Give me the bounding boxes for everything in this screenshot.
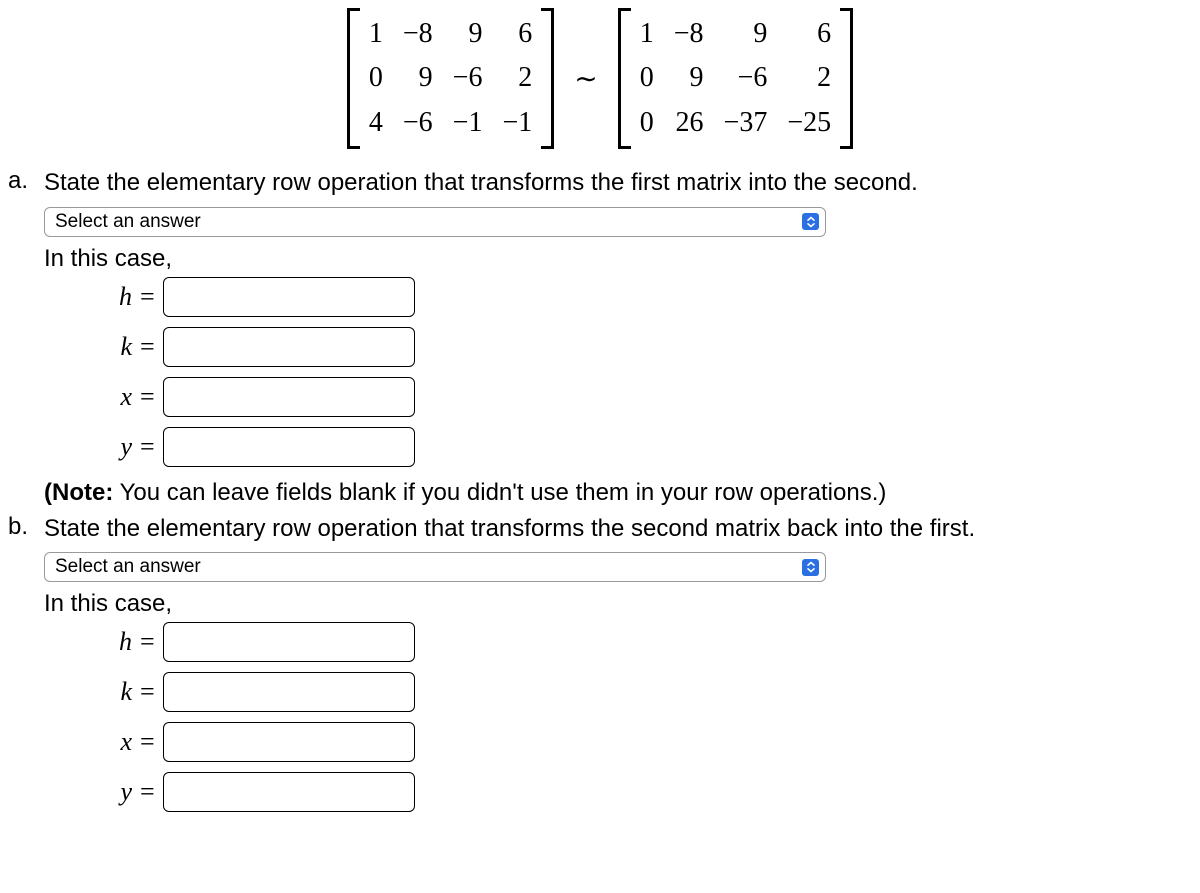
input-y-b[interactable]: [163, 772, 415, 812]
input-h-a[interactable]: [163, 277, 415, 317]
select-answer-b[interactable]: Select an answer: [44, 552, 826, 582]
list-marker-a: a.: [8, 167, 30, 195]
m2-cell: 6: [777, 12, 841, 56]
m2-cell: −6: [714, 56, 778, 100]
in-this-case-a: In this case,: [44, 245, 1192, 273]
m1-cell: 2: [492, 56, 542, 100]
input-y-a[interactable]: [163, 427, 415, 467]
m2-cell: 1: [630, 12, 664, 56]
m1-cell: 4: [359, 101, 393, 145]
part-a: a. State the elementary row operation th…: [8, 167, 1192, 513]
equals-sign: =: [140, 432, 155, 462]
m2-cell: −37: [714, 101, 778, 145]
m2-cell: −8: [664, 12, 714, 56]
var-row-x-a: x =: [68, 377, 1192, 417]
matrix-equation: 1 −8 9 6 0 9 −6 2 4 −6 −1 −1 ∼ 1 −8: [8, 8, 1192, 149]
m2-cell: 0: [630, 56, 664, 100]
var-row-x-b: x =: [68, 722, 1192, 762]
input-k-a[interactable]: [163, 327, 415, 367]
m1-cell: 6: [492, 12, 542, 56]
input-k-b[interactable]: [163, 672, 415, 712]
var-label: h: [119, 627, 132, 656]
select-placeholder-b: Select an answer: [55, 556, 201, 578]
note-rest: You can leave fields blank if you didn't…: [113, 479, 886, 506]
m1-cell: 1: [359, 12, 393, 56]
var-row-h-b: h =: [68, 622, 1192, 662]
stepper-icon: [802, 213, 819, 230]
m1-cell: −1: [443, 101, 493, 145]
m1-cell: −1: [492, 101, 542, 145]
equals-sign: =: [140, 282, 155, 312]
equals-sign: =: [140, 677, 155, 707]
question-b: State the elementary row operation that …: [44, 513, 1192, 545]
var-label: y: [120, 777, 132, 806]
var-label: y: [120, 432, 132, 461]
m2-cell: 0: [630, 101, 664, 145]
input-h-b[interactable]: [163, 622, 415, 662]
relation-symbol: ∼: [574, 62, 597, 96]
in-this-case-b: In this case,: [44, 590, 1192, 618]
var-label: x: [120, 382, 132, 411]
m1-cell: −8: [393, 12, 443, 56]
var-row-k-b: k =: [68, 672, 1192, 712]
input-x-b[interactable]: [163, 722, 415, 762]
equals-sign: =: [140, 382, 155, 412]
m1-cell: −6: [443, 56, 493, 100]
var-row-k-a: k =: [68, 327, 1192, 367]
m1-cell: 9: [443, 12, 493, 56]
var-label: h: [119, 282, 132, 311]
m1-cell: 9: [393, 56, 443, 100]
select-placeholder-a: Select an answer: [55, 211, 201, 233]
var-row-h-a: h =: [68, 277, 1192, 317]
m2-cell: 9: [664, 56, 714, 100]
input-x-a[interactable]: [163, 377, 415, 417]
var-label: x: [120, 727, 132, 756]
note-a: (Note: You can leave fields blank if you…: [44, 477, 1192, 509]
var-row-y-b: y =: [68, 772, 1192, 812]
m1-cell: −6: [393, 101, 443, 145]
matrix-right: 1 −8 9 6 0 9 −6 2 0 26 −37 −25: [618, 8, 853, 149]
equals-sign: =: [140, 627, 155, 657]
note-bold-label: (Note:: [44, 479, 113, 506]
var-label: k: [120, 332, 132, 361]
part-b: b. State the elementary row operation th…: [8, 513, 1192, 822]
equals-sign: =: [140, 777, 155, 807]
equals-sign: =: [140, 332, 155, 362]
var-label: k: [120, 677, 132, 706]
matrix-left: 1 −8 9 6 0 9 −6 2 4 −6 −1 −1: [347, 8, 554, 149]
question-a: State the elementary row operation that …: [44, 167, 1192, 199]
stepper-icon: [802, 559, 819, 576]
var-row-y-a: y =: [68, 427, 1192, 467]
m2-cell: −25: [777, 101, 841, 145]
m2-cell: 2: [777, 56, 841, 100]
list-marker-b: b.: [8, 513, 30, 541]
m1-cell: 0: [359, 56, 393, 100]
select-answer-a[interactable]: Select an answer: [44, 207, 826, 237]
m2-cell: 9: [714, 12, 778, 56]
equals-sign: =: [140, 727, 155, 757]
m2-cell: 26: [664, 101, 714, 145]
